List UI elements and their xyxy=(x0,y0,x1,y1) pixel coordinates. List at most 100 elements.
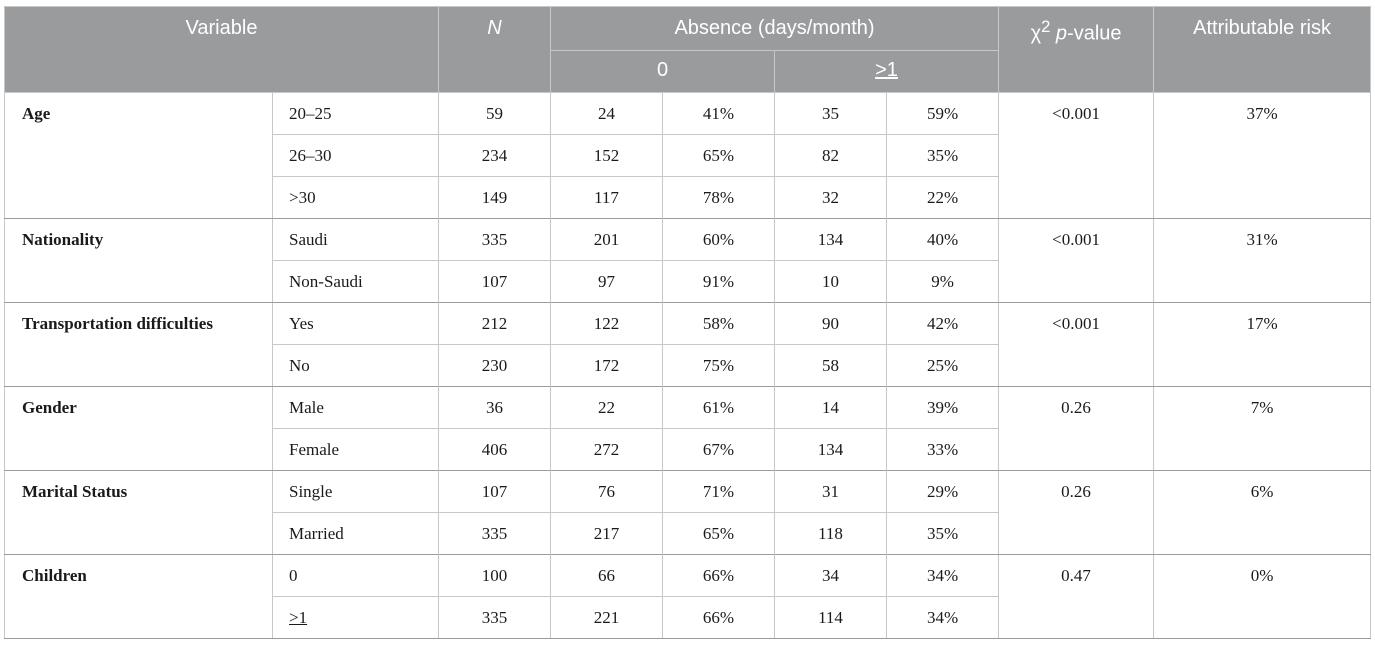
table-header: Variable N Absence (days/month) χ2 p-val… xyxy=(4,6,1372,93)
group-label: Nationality xyxy=(4,218,273,303)
p-value-cell: <0.001 xyxy=(998,92,1155,219)
ge1-pct-cell: 25% xyxy=(885,344,1000,387)
table-row: >1 335 221 66% 114 34% xyxy=(5,596,1371,639)
category-text: >1 xyxy=(289,608,308,627)
n-cell: 59 xyxy=(438,92,551,135)
ge1-pct-cell: 35% xyxy=(885,134,1000,177)
data-table-container: Variable N Absence (days/month) χ2 p-val… xyxy=(4,6,1372,639)
attributable-risk-cell: 6% xyxy=(1153,470,1372,555)
zero-count-cell: 221 xyxy=(550,596,663,639)
n-cell: 212 xyxy=(438,302,551,345)
table-row: Nationality Saudi 335 201 60% 134 40% <0.001 31% xyxy=(4,218,1372,303)
table-row: >30 149 117 78% 32 22% xyxy=(5,176,1371,219)
zero-pct-cell: 75% xyxy=(662,344,775,387)
category-cell: >30 xyxy=(272,176,439,219)
category-cell: Male xyxy=(272,386,439,429)
n-cell: 335 xyxy=(438,218,551,261)
p-value-cell: <0.001 xyxy=(998,302,1155,387)
category-text: Female xyxy=(289,440,340,459)
zero-pct-cell: 58% xyxy=(662,302,775,345)
p-label: p xyxy=(1055,22,1068,45)
zero-count-cell: 24 xyxy=(550,92,663,135)
ge1-count-cell: 134 xyxy=(774,218,887,261)
category-cell: 0 xyxy=(272,554,439,597)
ge1-pct-cell: 35% xyxy=(885,512,1000,555)
table-row: 26–30 234 152 65% 82 35% xyxy=(5,134,1371,177)
header-attributable-risk: Attributable risk xyxy=(1153,6,1372,93)
p-value-cell: 0.26 xyxy=(998,470,1155,555)
zero-count-cell: 217 xyxy=(550,512,663,555)
zero-pct-cell: 66% xyxy=(662,554,775,597)
category-text: Single xyxy=(289,482,333,501)
ge1-count-cell: 31 xyxy=(774,470,887,513)
ge1-label: >1 xyxy=(875,59,898,81)
header-absence-zero: 0 xyxy=(550,50,775,93)
group-label: Age xyxy=(4,92,273,219)
ge1-count-cell: 82 xyxy=(774,134,887,177)
header-variable: Variable xyxy=(4,6,439,93)
ge1-count-cell: 58 xyxy=(774,344,887,387)
category-cell: 20–25 xyxy=(272,92,439,135)
ge1-count-cell: 32 xyxy=(774,176,887,219)
group-label: Children xyxy=(4,554,273,639)
category-text: 0 xyxy=(289,566,298,585)
ge1-pct-cell: 33% xyxy=(885,428,1000,471)
n-cell: 149 xyxy=(438,176,551,219)
n-cell: 406 xyxy=(438,428,551,471)
zero-pct-cell: 41% xyxy=(662,92,775,135)
zero-pct-cell: 71% xyxy=(662,470,775,513)
group-label: Transportation difficulties xyxy=(4,302,273,387)
table-row: Marital Status Single 107 76 71% 31 29% 0.26 6% xyxy=(4,470,1372,555)
attributable-risk-cell: 37% xyxy=(1153,92,1372,219)
table-row: Age 20–25 59 24 41% 35 59% <0.001 37% xyxy=(4,92,1372,219)
zero-count-cell: 201 xyxy=(550,218,663,261)
chi-exponent: 2 xyxy=(1041,17,1051,36)
ge1-pct-cell: 29% xyxy=(885,470,1000,513)
zero-count-cell: 76 xyxy=(550,470,663,513)
ge1-count-cell: 114 xyxy=(774,596,887,639)
n-cell: 335 xyxy=(438,596,551,639)
zero-pct-cell: 91% xyxy=(662,260,775,303)
table-row: No 230 172 75% 58 25% xyxy=(5,344,1371,387)
zero-pct-cell: 67% xyxy=(662,428,775,471)
ge1-pct-cell: 22% xyxy=(885,176,1000,219)
ge1-pct-cell: 9% xyxy=(885,260,1000,303)
ge1-count-cell: 34 xyxy=(774,554,887,597)
zero-count-cell: 152 xyxy=(550,134,663,177)
header-n: N xyxy=(438,6,551,93)
zero-count-cell: 117 xyxy=(550,176,663,219)
zero-count-cell: 22 xyxy=(550,386,663,429)
zero-count-cell: 172 xyxy=(550,344,663,387)
category-cell: Female xyxy=(272,428,439,471)
header-absence-ge1: >1 xyxy=(773,50,1000,93)
attributable-risk-cell: 0% xyxy=(1153,554,1372,639)
category-cell: Married xyxy=(272,512,439,555)
category-text: Saudi xyxy=(289,230,328,249)
n-cell: 107 xyxy=(438,470,551,513)
header-absence: Absence (days/month) xyxy=(549,6,1000,51)
category-text: Married xyxy=(289,524,344,543)
zero-pct-cell: 65% xyxy=(662,134,775,177)
category-text: No xyxy=(289,356,310,375)
n-cell: 335 xyxy=(438,512,551,555)
ge1-pct-cell: 39% xyxy=(885,386,1000,429)
absence-table: Variable N Absence (days/month) χ2 p-val… xyxy=(4,6,1372,639)
zero-count-cell: 97 xyxy=(550,260,663,303)
n-cell: 230 xyxy=(438,344,551,387)
ge1-count-cell: 35 xyxy=(774,92,887,135)
p-value-cell: 0.47 xyxy=(998,554,1155,639)
ge1-count-cell: 90 xyxy=(774,302,887,345)
table-row: Gender Male 36 22 61% 14 39% 0.26 7% xyxy=(4,386,1372,471)
category-text: Yes xyxy=(289,314,314,333)
category-cell: Yes xyxy=(272,302,439,345)
n-cell: 100 xyxy=(438,554,551,597)
table-row: Children 0 100 66 66% 34 34% 0.47 0% xyxy=(4,554,1372,639)
category-text: 26–30 xyxy=(289,146,332,165)
table-row: Non-Saudi 107 97 91% 10 9% xyxy=(5,260,1371,303)
category-text: 20–25 xyxy=(289,104,332,123)
zero-pct-cell: 78% xyxy=(662,176,775,219)
category-text: Non-Saudi xyxy=(289,272,363,291)
category-cell: 26–30 xyxy=(272,134,439,177)
ge1-pct-cell: 34% xyxy=(885,554,1000,597)
attributable-risk-cell: 31% xyxy=(1153,218,1372,303)
